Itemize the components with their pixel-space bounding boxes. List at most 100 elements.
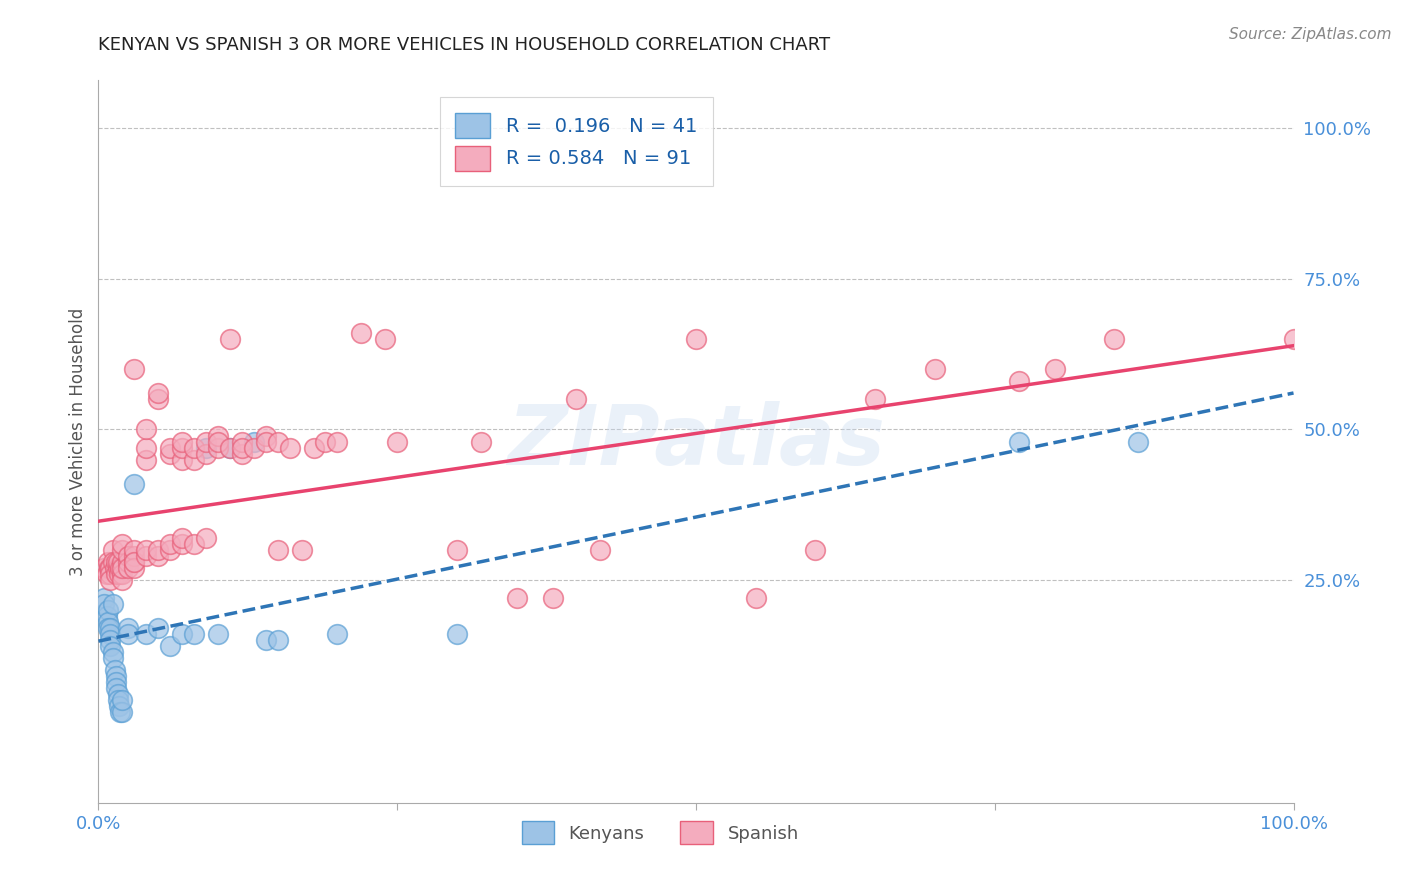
Point (385, 434, 409, 449)
Point (98, 561, 121, 575)
Point (117, 549, 139, 563)
Point (278, 441, 301, 455)
Point (1104, 332, 1126, 346)
Point (159, 537, 181, 551)
Point (172, 441, 194, 455)
Point (124, 476, 146, 491)
Point (107, 561, 129, 575)
Point (1008, 375, 1031, 389)
Point (98, 633, 122, 648)
Point (101, 645, 124, 659)
Point (124, 542, 146, 557)
Point (159, 542, 181, 557)
Text: KENYAN VS SPANISH 3 OR MORE VEHICLES IN HOUSEHOLD CORRELATION CHART: KENYAN VS SPANISH 3 OR MORE VEHICLES IN … (98, 36, 831, 54)
Point (105, 669, 128, 683)
Point (350, 326, 373, 341)
Point (111, 537, 134, 551)
Point (470, 434, 492, 449)
Point (98, 573, 122, 587)
Point (93, 591, 115, 606)
Point (101, 651, 124, 665)
Point (446, 627, 468, 641)
Point (107, 699, 129, 714)
Point (219, 441, 242, 455)
Point (172, 627, 194, 641)
Point (105, 555, 128, 569)
Point (207, 627, 229, 641)
Point (183, 537, 205, 551)
Point (159, 441, 181, 455)
Point (1282, 332, 1305, 346)
Point (172, 434, 194, 449)
Point (267, 434, 290, 449)
Point (117, 561, 139, 575)
Point (207, 441, 229, 455)
Point (326, 434, 349, 449)
Point (135, 441, 157, 455)
Point (98, 627, 122, 641)
Point (148, 542, 170, 557)
Point (101, 555, 124, 569)
Point (148, 386, 170, 401)
Point (219, 332, 242, 346)
Point (541, 591, 564, 606)
Point (302, 441, 325, 455)
Point (98, 561, 122, 575)
Point (98, 621, 122, 635)
Point (105, 675, 128, 690)
Point (924, 362, 946, 376)
Point (183, 441, 205, 455)
Point (195, 531, 218, 545)
Point (97, 615, 120, 630)
Point (124, 555, 146, 569)
Point (107, 693, 129, 707)
Point (111, 693, 134, 707)
Point (267, 542, 290, 557)
Point (108, 706, 131, 720)
Point (195, 434, 218, 449)
Point (148, 549, 170, 563)
Point (96, 609, 118, 624)
Point (326, 627, 349, 641)
Point (207, 434, 229, 449)
Point (97, 603, 120, 617)
Point (374, 332, 396, 346)
Point (98, 567, 122, 582)
Point (195, 441, 218, 455)
Point (104, 664, 127, 678)
Point (446, 542, 468, 557)
Point (745, 591, 768, 606)
Point (1128, 434, 1150, 449)
Point (124, 362, 146, 376)
Point (159, 446, 181, 460)
Point (135, 452, 157, 467)
Point (172, 452, 194, 467)
Point (219, 441, 242, 455)
Point (108, 561, 131, 575)
Point (107, 555, 129, 569)
Point (315, 434, 337, 449)
Point (111, 555, 134, 569)
Point (231, 446, 253, 460)
Text: ZIPatlas: ZIPatlas (508, 401, 884, 482)
Point (148, 621, 170, 635)
Point (124, 555, 146, 569)
Point (172, 537, 194, 551)
Point (267, 633, 290, 648)
Point (865, 392, 887, 407)
Point (111, 542, 134, 557)
Point (1008, 434, 1031, 449)
Point (565, 392, 588, 407)
Point (105, 681, 128, 696)
Point (105, 567, 128, 582)
Point (93, 561, 115, 575)
Point (195, 446, 218, 460)
Point (589, 542, 612, 557)
Point (135, 423, 157, 437)
Point (254, 434, 277, 449)
Point (135, 542, 157, 557)
Point (97, 555, 120, 569)
Text: Source: ZipAtlas.com: Source: ZipAtlas.com (1229, 27, 1392, 42)
Point (231, 434, 253, 449)
Point (104, 561, 127, 575)
